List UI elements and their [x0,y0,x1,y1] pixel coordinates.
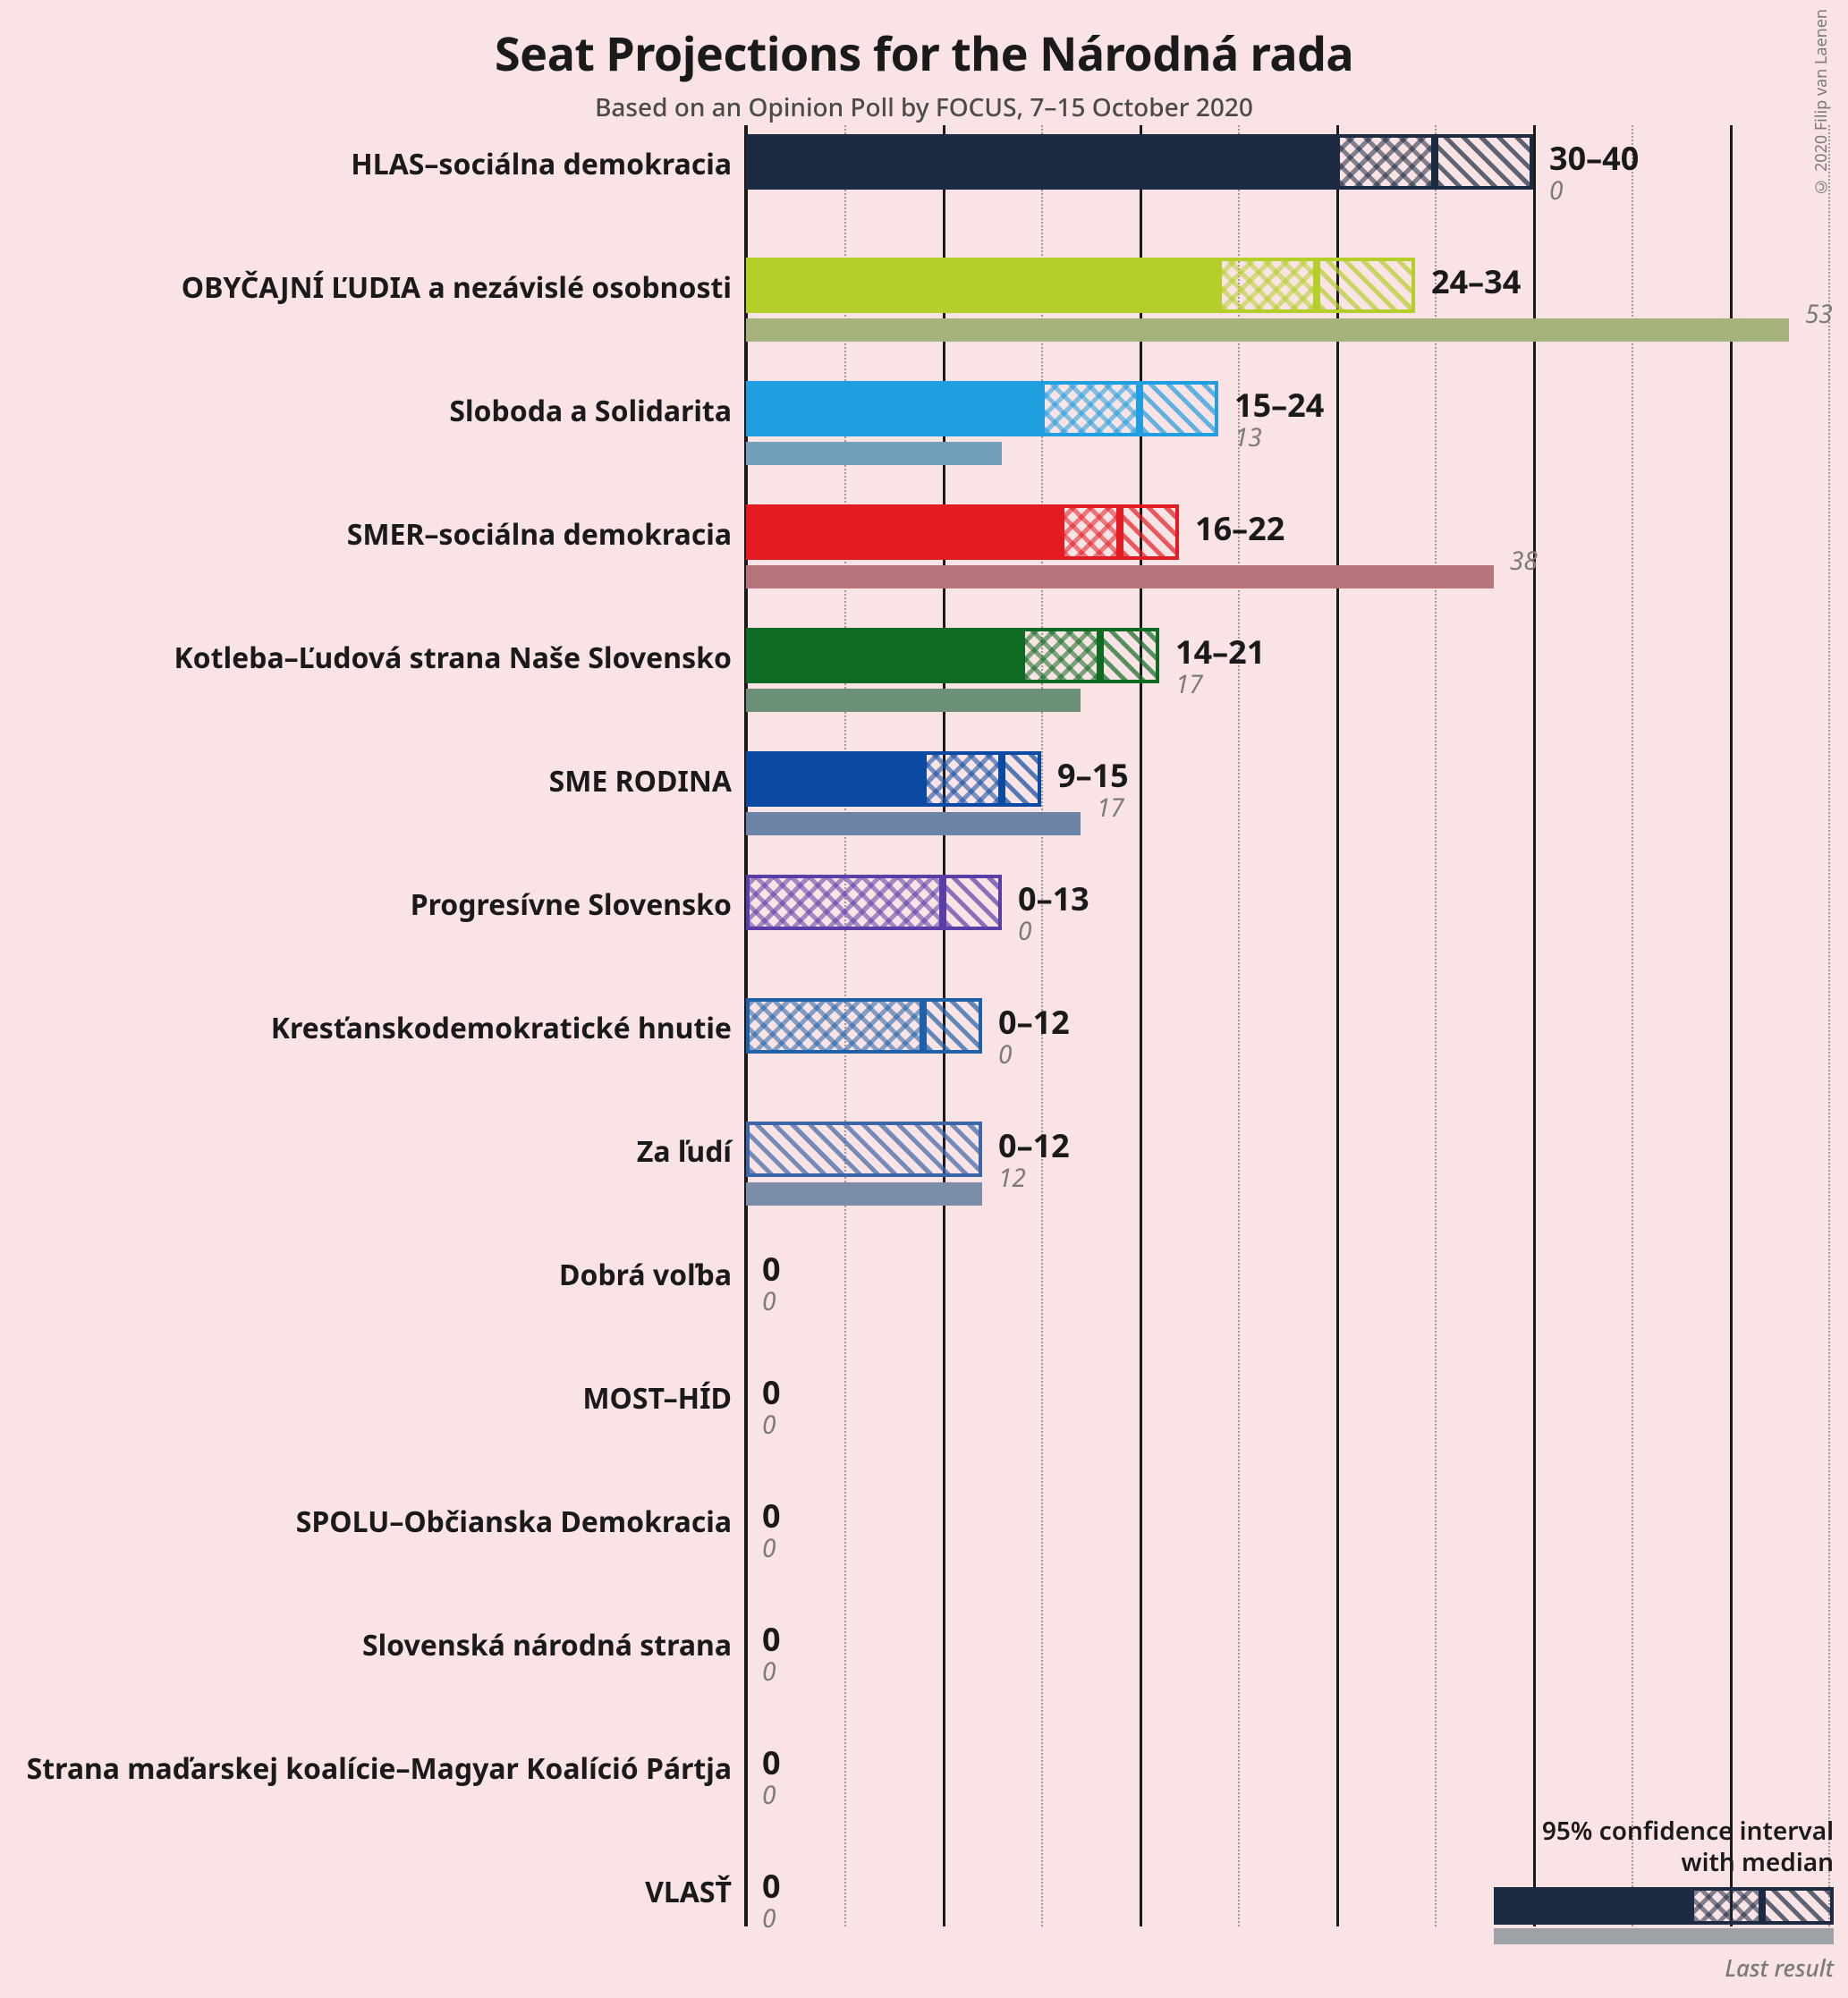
party-label: MOST–HÍD [582,1379,732,1418]
bar-solid [746,628,1021,683]
last-result-label: 0 [762,1408,776,1442]
party-label: HLAS–sociálna demokracia [351,145,732,183]
party-row: HLAS–sociálna demokracia30–400 [746,125,1848,249]
last-result-bar [746,565,1494,588]
last-result-label: 0 [1549,174,1563,207]
party-label: SME RODINA [549,762,732,800]
party-row: Progresívne Slovensko0–130 [746,866,1848,989]
range-label: 24–34 [1431,259,1521,303]
bar-solid [746,134,1336,190]
last-result-label: 17 [1097,791,1124,825]
page: © 2020 Filip van Laenen Seat Projections… [0,0,1848,1998]
party-label: SPOLU–Občianska Demokracia [296,1503,732,1541]
bar-diag-hatch [1120,504,1179,560]
bar-diag-hatch [1100,628,1159,683]
last-result-bar [746,318,1789,342]
last-result-bar [746,689,1081,712]
bar-diag-hatch [746,1122,982,1177]
bar-solid [746,381,1041,436]
range-label: 16–22 [1195,506,1284,550]
last-result-label: 0 [762,1901,776,1935]
party-label: Kotleba–Ľudová strana Naše Slovensko [174,639,732,677]
party-row: Kotleba–Ľudová strana Naše Slovensko14–2… [746,619,1848,742]
last-result-bar [746,1182,982,1206]
last-result-label: 53 [1805,297,1833,331]
party-row: SPOLU–Občianska Demokracia00 [746,1483,1848,1606]
bar-diag-hatch [943,875,1002,930]
legend-swatch [1494,1887,1834,1944]
party-row: Sloboda a Solidarita15–2413 [746,372,1848,495]
last-result-label: 0 [998,1037,1012,1071]
party-label: Za ľudí [637,1132,732,1171]
legend-cross-swatch [1691,1887,1762,1925]
party-label: Strana maďarskej koalície–Magyar Koalíci… [27,1749,732,1788]
party-label: SMER–sociálna demokracia [347,515,732,554]
party-label: Progresívne Slovensko [411,885,732,924]
party-label: Kresťanskodemokratické hnutie [271,1009,732,1047]
last-result-bar [746,442,1002,465]
bar-solid [746,504,1061,560]
party-label: OBYČAJNÍ ĽUDIA a nezávislé osobnosti [182,268,732,307]
legend-hatch-swatch [1762,1887,1834,1925]
last-result-label: 12 [998,1161,1026,1195]
party-row: SME RODINA9–1517 [746,742,1848,866]
party-label: VLASŤ [645,1873,732,1911]
chart-title: Seat Projections for the Národná rada [0,0,1848,85]
party-row: Za ľudí0–1212 [746,1113,1848,1236]
party-row: Slovenská národná strana00 [746,1606,1848,1730]
bar-solid [746,258,1218,313]
bar-diag-hatch [1002,751,1041,807]
last-result-label: 38 [1510,544,1538,578]
last-result-label: 0 [1018,914,1031,948]
bar-cross-hatch [1218,258,1317,313]
legend-last-caption: Last result [1494,1944,1834,1984]
bar-rows: HLAS–sociálna demokracia30–400OBYČAJNÍ Ľ… [746,125,1848,1977]
last-result-label: 0 [762,1531,776,1565]
bar-diag-hatch [1435,134,1533,190]
bar-cross-hatch [746,998,923,1054]
legend-line-2: with median [1494,1847,1834,1878]
last-result-label: 0 [762,1655,776,1689]
party-row: Dobrá voľba00 [746,1236,1848,1359]
party-row: MOST–HÍD00 [746,1359,1848,1483]
party-row: Kresťanskodemokratické hnutie0–120 [746,989,1848,1113]
bar-diag-hatch [923,998,982,1054]
party-label: Sloboda a Solidarita [449,392,732,430]
bar-cross-hatch [1061,504,1120,560]
last-result-label: 0 [762,1778,776,1812]
last-result-label: 13 [1234,420,1262,454]
bar-diag-hatch [1140,381,1218,436]
last-result-bar [746,812,1081,835]
party-label: Dobrá voľba [559,1256,732,1294]
party-label: Slovenská národná strana [362,1626,732,1664]
party-row: OBYČAJNÍ ĽUDIA a nezávislé osobnosti24–3… [746,249,1848,372]
last-result-label: 0 [762,1284,776,1318]
bar-solid [746,751,923,807]
last-result-label: 17 [1175,667,1203,701]
bar-diag-hatch [1317,258,1415,313]
legend-last-result-swatch [1494,1928,1834,1944]
bar-cross-hatch [1336,134,1435,190]
legend-solid-swatch [1494,1887,1691,1925]
bar-cross-hatch [1041,381,1140,436]
bar-cross-hatch [923,751,1002,807]
legend-line-1: 95% confidence interval [1494,1816,1834,1847]
party-row: SMER–sociálna demokracia16–2238 [746,495,1848,619]
legend: 95% confidence interval with median Last… [1494,1816,1834,1984]
chart-plot-area: HLAS–sociálna demokracia30–400OBYČAJNÍ Ľ… [0,125,1848,1998]
bar-cross-hatch [1021,628,1100,683]
bar-cross-hatch [746,875,943,930]
